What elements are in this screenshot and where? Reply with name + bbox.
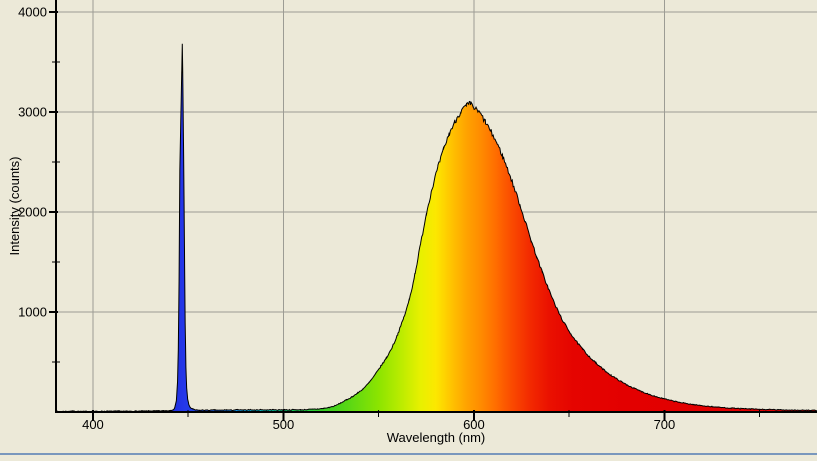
window-bottom-border: [0, 453, 817, 461]
x-axis-tick-label: 500: [273, 417, 295, 432]
x-axis-title: Wavelength (nm): [387, 430, 486, 445]
y-axis-title: Intensity (counts): [7, 157, 22, 256]
y-axis-tick-label: 2000: [18, 205, 47, 220]
y-axis-tick-label: 4000: [18, 5, 47, 20]
y-axis-tick-label: 3000: [18, 105, 47, 120]
y-axis-tick-label: 1000: [18, 305, 47, 320]
x-axis-tick-label: 700: [654, 417, 676, 432]
x-axis-tick-label: 400: [82, 417, 104, 432]
spectrum-outline: [55, 43, 817, 413]
x-axis-tick-label: 600: [463, 417, 485, 432]
spectrum-area: [56, 43, 817, 412]
